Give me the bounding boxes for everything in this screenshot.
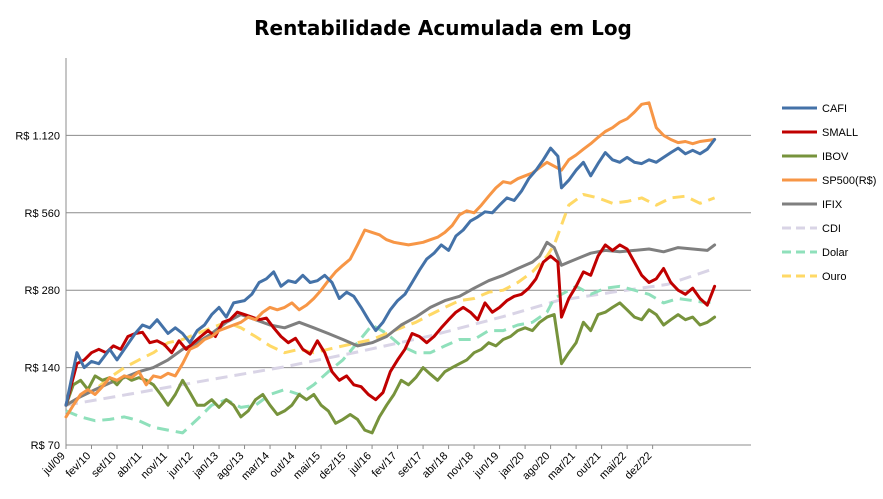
x-tick-label: nov/18: [444, 450, 476, 482]
x-tick-label: set/10: [89, 450, 119, 480]
legend-label: IFIX: [822, 199, 843, 211]
series-line-sp500-r: [64, 101, 717, 419]
y-tick-label: R$ 280: [25, 285, 60, 297]
x-tick-label: mar/21: [545, 450, 578, 483]
x-tick-label: mai/22: [597, 450, 629, 482]
x-tick-label: dez/22: [623, 450, 655, 482]
x-tick-label: jul/16: [346, 450, 374, 478]
series-lines: [64, 101, 717, 435]
legend-label: SMALL: [822, 127, 858, 139]
series-line-small: [64, 243, 717, 407]
y-axis: R$ 70 R$ 140 R$ 280 R$ 560 R$ 1.120: [15, 58, 67, 452]
x-tick-label: jun/19: [471, 450, 501, 480]
x-tick-label: mai/15: [291, 450, 323, 482]
legend: CAFI SMALL IBOV SP500(R$) IFIX CDI Dolar Ouro: [782, 103, 876, 283]
x-tick-label: abr/11: [114, 450, 144, 480]
x-tick-label: set/17: [395, 450, 425, 480]
legend-label: CAFI: [822, 103, 847, 115]
x-tick-label: dez/15: [317, 450, 349, 482]
legend-label: Ouro: [822, 271, 846, 283]
x-tick-label: mar/14: [239, 450, 272, 483]
x-tick-label: nov/11: [139, 450, 170, 481]
legend-label: SP500(R$): [822, 175, 876, 187]
series-line-dolar: [65, 284, 716, 435]
x-axis: jul/09fev/10set/10abr/11nov/11jun/12jan/…: [40, 444, 751, 483]
y-tick-label: R$ 1.120: [15, 130, 60, 142]
x-tick-label: jun/12: [165, 450, 195, 480]
y-tick-label: R$ 140: [25, 363, 60, 375]
series-line-ibov: [64, 301, 717, 435]
x-tick-label: fev/10: [64, 450, 94, 480]
y-tick-label: R$ 560: [25, 208, 60, 220]
series-line-cafi: [64, 138, 717, 407]
x-tick-label: jul/09: [40, 450, 68, 478]
legend-label: CDI: [822, 223, 841, 235]
legend-label: Dolar: [822, 247, 849, 259]
x-tick-label: fev/17: [370, 450, 400, 480]
y-tick-label: R$ 70: [31, 440, 60, 452]
chart-title: Rentabilidade Acumulada em Log: [254, 16, 632, 40]
legend-label: IBOV: [822, 151, 849, 163]
